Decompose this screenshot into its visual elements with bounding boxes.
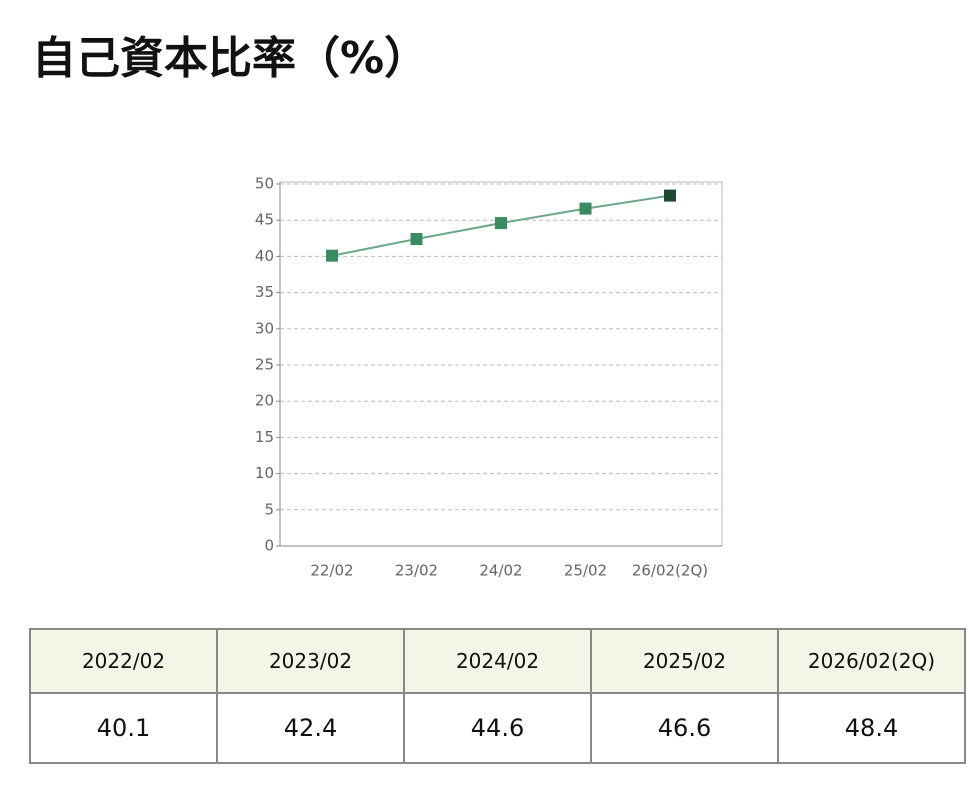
table-row: 40.1 42.4 44.6 46.6 48.4 <box>29 692 966 764</box>
table-header: 2022/02 2023/02 2024/02 2025/02 2026/02(2Q) <box>29 628 966 694</box>
header-cell: 2025/02 <box>590 628 779 694</box>
y-tick-label: 5 <box>264 500 274 518</box>
point-marker <box>410 233 423 246</box>
y-tick-label: 50 <box>255 175 274 193</box>
y-tick-label: 25 <box>255 356 274 374</box>
x-tick-label: 23/02 <box>395 562 438 580</box>
value-cell: 46.6 <box>590 692 779 764</box>
data-table: 2022/02 2023/02 2024/02 2025/02 2026/02(2Q) … <box>29 628 966 764</box>
point-marker <box>664 189 676 202</box>
y-tick-label: 30 <box>255 319 274 337</box>
point-marker <box>326 249 338 262</box>
header-cell: 2023/02 <box>216 628 405 694</box>
header-cell: 2026/02(2Q) <box>777 628 966 694</box>
y-tick-label: 10 <box>255 464 274 482</box>
y-tick-label: 45 <box>255 211 274 229</box>
page-title: 自己資本比率（%） <box>32 33 429 84</box>
y-tick-label: 35 <box>255 283 274 301</box>
y-tick-label: 0 <box>264 537 274 555</box>
header-cell: 2022/02 <box>29 628 218 694</box>
chart: 0 5 10 15 20 25 30 35 40 45 50 22/02 23/02 24/02 25/02… <box>255 175 723 580</box>
point-marker <box>579 202 592 215</box>
y-tick-label: 40 <box>255 247 274 265</box>
x-tick-label: 24/02 <box>479 562 522 580</box>
y-tick-label: 20 <box>255 392 274 410</box>
value-cell: 48.4 <box>777 692 966 764</box>
value-cell: 40.1 <box>29 692 218 764</box>
x-tick-label: 22/02 <box>310 562 353 580</box>
x-tick-label: 25/02 <box>564 562 607 580</box>
value-cell: 44.6 <box>403 692 592 764</box>
y-tick-label: 15 <box>255 428 274 446</box>
plot-frame <box>279 181 723 547</box>
value-cell: 42.4 <box>216 692 405 764</box>
point-marker <box>495 217 507 230</box>
x-tick-label: 26/02(2Q) <box>632 562 708 580</box>
header-cell: 2024/02 <box>403 628 592 694</box>
